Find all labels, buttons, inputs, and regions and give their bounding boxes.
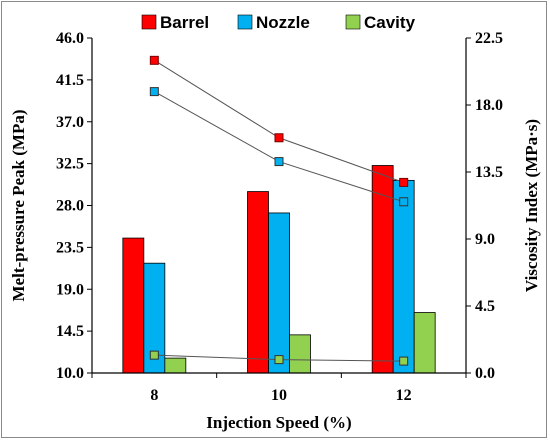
bar-nozzle-12 <box>392 179 415 374</box>
y2-tick-label: 0.0 <box>475 365 495 382</box>
bar-barrel-8 <box>122 237 145 374</box>
y-tick-label: 23.5 <box>56 239 84 256</box>
axes-layer: 10.0 14.5 19.0 23.5 28.0 32.5 37.0 41.5 46.0 0.0 4… <box>56 30 503 404</box>
y2-tick-label: 13.5 <box>475 164 503 181</box>
y-tick-label: 32.5 <box>56 156 84 173</box>
x-axis-title: Injection Speed (%) <box>206 413 351 432</box>
legend-swatch-barrel <box>141 14 157 30</box>
x-tick-label: 8 <box>150 387 158 404</box>
legend-label-barrel: Barrel <box>160 13 209 32</box>
y2-tick-label: 9.0 <box>475 231 495 248</box>
bar-nozzle-10 <box>268 212 290 374</box>
y-tick-label: 28.0 <box>56 198 84 215</box>
marker-barrel-10 <box>274 133 284 143</box>
x-tick-label: 10 <box>271 387 287 404</box>
y-axis-title: Melt-pressure Peak (MPa) <box>9 110 28 302</box>
x-tick-label: 12 <box>396 387 412 404</box>
y-tick-label: 37.0 <box>56 114 84 131</box>
marker-cavity-8 <box>149 350 159 360</box>
y-tick-label: 19.0 <box>56 281 84 298</box>
marker-barrel-12 <box>399 177 409 187</box>
bar-cavity-8 <box>164 357 187 374</box>
line-nozzle-viscosity <box>154 91 404 203</box>
legend: Barrel Nozzle Cavity <box>141 13 416 32</box>
marker-nozzle-8 <box>149 87 159 97</box>
legend-label-nozzle: Nozzle <box>256 13 310 32</box>
y-tick-label: 41.5 <box>56 72 84 89</box>
legend-label-cavity: Cavity <box>364 13 416 32</box>
y-tick-label: 10.0 <box>56 365 84 382</box>
bar-barrel-12 <box>371 165 394 374</box>
y2-axis-title: Viscosity Index (MPa·s) <box>522 119 541 292</box>
marker-barrel-8 <box>149 55 159 65</box>
y-tick-label: 46.0 <box>56 30 84 47</box>
y2-tick-label: 18.0 <box>475 97 503 114</box>
legend-swatch-cavity <box>345 14 361 30</box>
bars-layer <box>122 165 436 374</box>
bar-cavity-10 <box>289 334 311 374</box>
marker-nozzle-10 <box>274 157 284 167</box>
marker-cavity-12 <box>399 356 409 366</box>
y2-tick-label: 4.5 <box>475 298 495 315</box>
bar-barrel-10 <box>247 191 269 374</box>
bar-cavity-12 <box>413 312 436 374</box>
marker-cavity-10 <box>274 355 284 365</box>
y-tick-label: 14.5 <box>56 323 84 340</box>
legend-swatch-nozzle <box>237 14 253 30</box>
y2-tick-label: 22.5 <box>475 30 503 47</box>
lines-layer <box>149 55 409 366</box>
marker-nozzle-12 <box>399 197 409 207</box>
